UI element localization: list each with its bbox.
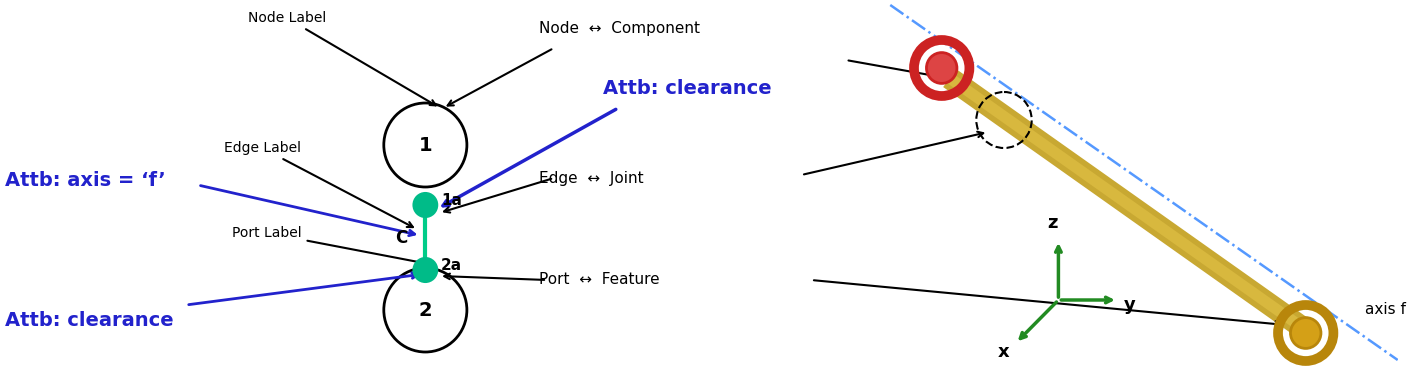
Text: Attb: axis = ‘f’: Attb: axis = ‘f’ (6, 171, 165, 189)
Text: 1a: 1a (441, 192, 462, 207)
Circle shape (384, 268, 466, 352)
Text: axis f: axis f (1365, 303, 1406, 318)
Text: Edge  ↔  Joint: Edge ↔ Joint (540, 171, 644, 185)
Circle shape (414, 258, 437, 282)
Circle shape (1290, 318, 1321, 348)
Text: Attb: clearance: Attb: clearance (603, 78, 771, 98)
Text: Port  ↔  Feature: Port ↔ Feature (540, 272, 660, 287)
Text: y: y (1123, 296, 1136, 314)
Text: Port Label: Port Label (232, 226, 434, 267)
Text: 2: 2 (418, 301, 432, 319)
Text: x: x (998, 343, 1010, 361)
Text: z: z (1047, 214, 1058, 232)
Text: Node  ↔  Component: Node ↔ Component (540, 20, 699, 36)
Circle shape (384, 103, 466, 187)
Text: 2a: 2a (441, 258, 462, 272)
Text: Node Label: Node Label (247, 11, 435, 105)
Text: 1: 1 (418, 136, 432, 154)
Text: Edge Label: Edge Label (223, 141, 413, 227)
Circle shape (927, 53, 957, 83)
Circle shape (414, 193, 437, 217)
Text: Attb: clearance: Attb: clearance (6, 310, 174, 330)
Text: C: C (396, 229, 407, 247)
